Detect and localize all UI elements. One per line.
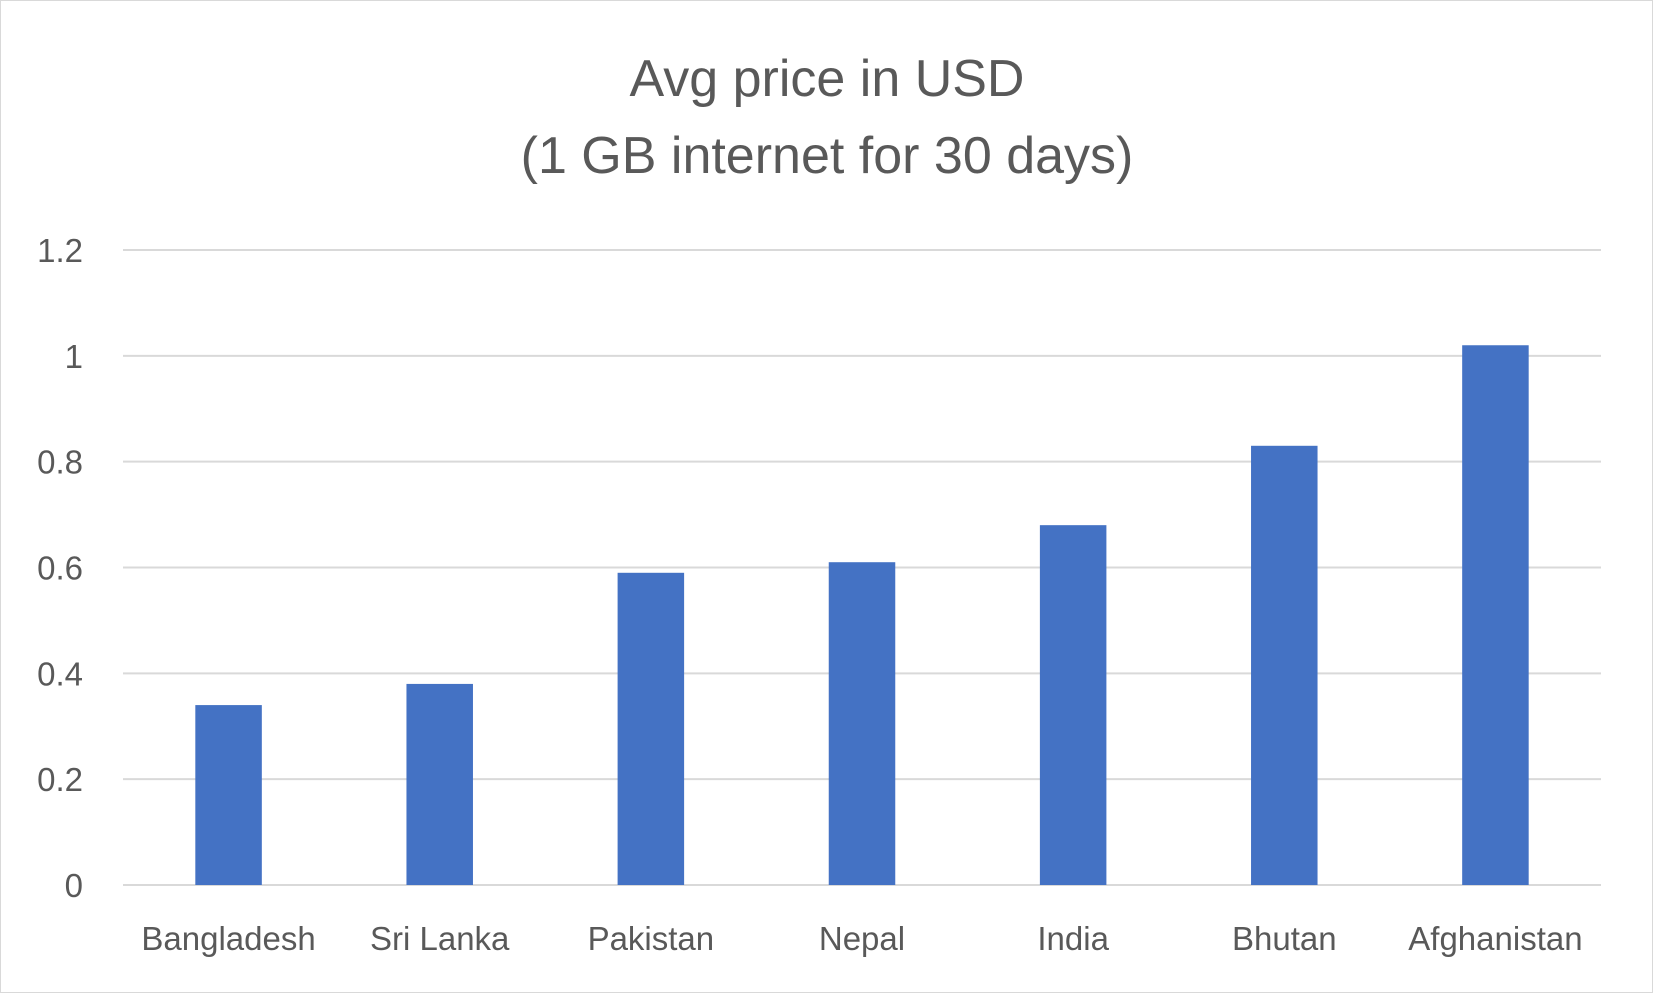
y-tick-label: 0.2 — [37, 761, 83, 798]
bar-nepal — [828, 562, 896, 885]
x-tick-label: Pakistan — [588, 920, 715, 957]
chart-title: Avg price in USD — [630, 50, 1025, 108]
bars — [195, 345, 1529, 885]
y-tick-label: 0.8 — [37, 444, 83, 481]
bar-afghanistan — [1462, 345, 1529, 885]
bar-india — [1039, 525, 1107, 885]
y-tick-label: 1.2 — [37, 232, 83, 269]
bar-pakistan — [617, 572, 685, 885]
bar-sri-lanka — [406, 683, 473, 885]
y-tick-label: 0 — [65, 867, 83, 904]
x-tick-label: Nepal — [819, 920, 905, 957]
x-tick-label: India — [1037, 920, 1109, 957]
chart-subtitle: (1 GB internet for 30 days) — [521, 127, 1134, 185]
y-axis-ticks: 0 0.2 0.4 0.6 0.8 1 1.2 — [37, 232, 83, 904]
y-tick-label: 0.6 — [37, 550, 83, 587]
x-axis-ticks: Bangladesh Sri Lanka Pakistan Nepal India Bhu… — [141, 920, 1582, 957]
bar-bangladesh — [195, 705, 262, 885]
x-tick-label: Sri Lanka — [370, 920, 510, 957]
x-tick-label: Afghanistan — [1408, 920, 1582, 957]
bar-bhutan — [1251, 445, 1318, 885]
x-tick-label: Bangladesh — [141, 920, 315, 957]
y-tick-label: 0.4 — [37, 655, 83, 692]
x-tick-label: Bhutan — [1232, 920, 1337, 957]
y-tick-label: 1 — [65, 338, 83, 375]
